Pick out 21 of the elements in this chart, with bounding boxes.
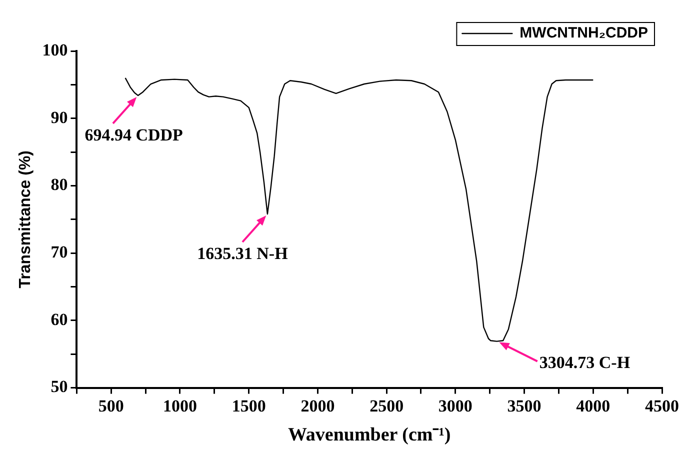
x-tick-label: 2000 [300, 396, 335, 416]
y-axis-title: Transmittance (%) [17, 150, 34, 288]
y-tick-label: 80 [50, 175, 68, 194]
x-tick-label: 2500 [370, 396, 404, 416]
x-tick-label: 4000 [576, 396, 610, 416]
x-tick-label: 3500 [507, 396, 542, 416]
y-tick-label: 60 [50, 310, 68, 329]
y-tick-label: 90 [50, 108, 68, 127]
legend-label: MWCNTNH₂CDDP [520, 24, 648, 42]
annotation: 1635.31 N-H [197, 244, 288, 263]
annotation: 694.94 CDDP [84, 125, 183, 144]
annotation: 3304.73 C-H [539, 353, 630, 372]
x-axis-title: Wavenumber (cm⁻¹) [288, 424, 451, 446]
x-tick-label: 1500 [232, 396, 266, 416]
y-tick-label: 100 [42, 40, 68, 60]
y-tick-label: 50 [50, 377, 68, 396]
x-tick-label: 500 [98, 396, 124, 416]
x-tick-label: 3000 [438, 396, 472, 416]
x-tick-label: 1000 [162, 396, 197, 416]
x-tick-label: 4500 [645, 396, 679, 416]
y-tick-label: 70 [50, 242, 68, 262]
